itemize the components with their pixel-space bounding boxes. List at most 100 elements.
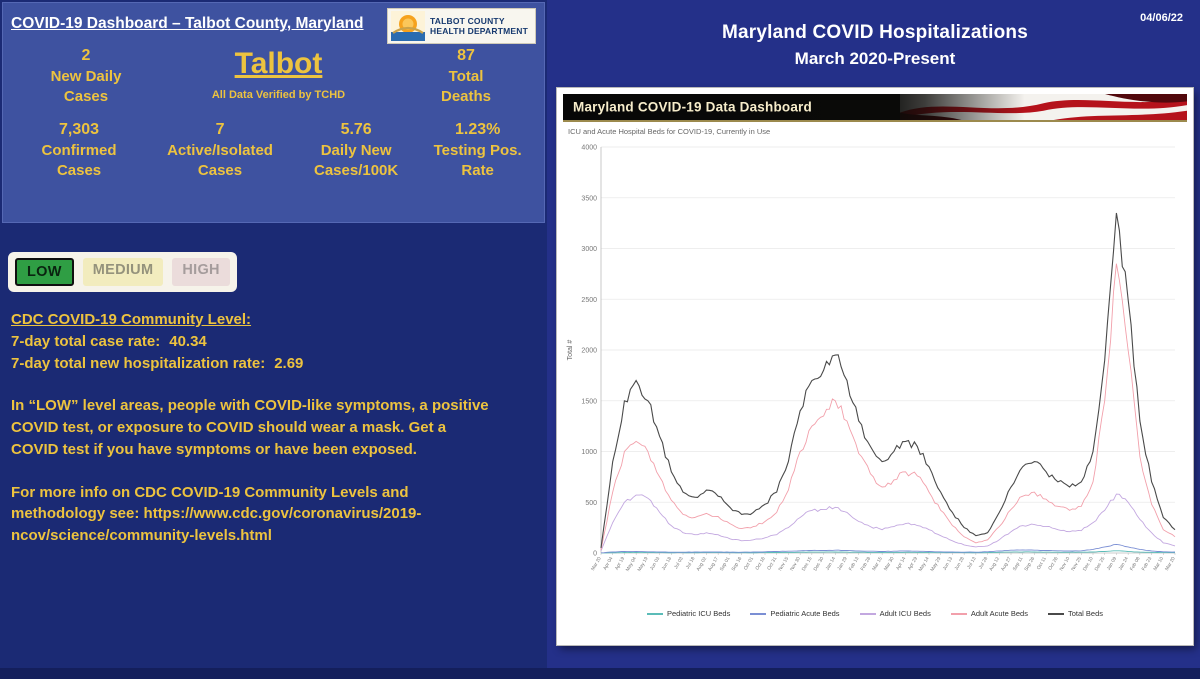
stat-daily-new-cases-per-100k: 5.76 Daily New Cases/100K [293, 121, 419, 182]
chart-legend: Pediatric ICU Beds Pediatric Acute Beds Ad… [563, 609, 1187, 618]
svg-text:Apr 04: Apr 04 [602, 556, 614, 572]
svg-text:Nov 25: Nov 25 [1070, 556, 1083, 572]
svg-text:Sep 16: Sep 16 [730, 556, 743, 572]
svg-text:Oct 31: Oct 31 [766, 556, 778, 572]
legend-swatch [646, 613, 663, 616]
case-rate-value: 40.34 [169, 332, 207, 350]
svg-text:Jul 13: Jul 13 [966, 556, 978, 570]
svg-text:Oct 16: Oct 16 [754, 556, 766, 572]
logo-text-line2: HEALTH DEPARTMENT [430, 26, 528, 36]
svg-text:Nov 10: Nov 10 [1059, 556, 1072, 572]
legend-item: Adult Acute Beds [950, 609, 1028, 618]
svg-text:2000: 2000 [581, 348, 597, 355]
svg-text:Jan 29: Jan 29 [836, 556, 849, 572]
maryland-title-line1: Maryland COVID Hospitalizations [721, 22, 1029, 43]
level-low-badge: LOW [15, 258, 74, 286]
stat-value: 2 [81, 47, 91, 64]
svg-text:May 14: May 14 [918, 556, 931, 573]
hospitalizations-chart-card: Maryland COVID-19 Data Dashboard ICU and… [557, 88, 1193, 645]
chart-subtitle: ICU and Acute Hospital Beds for COVID-19… [568, 127, 771, 136]
svg-text:Oct 11: Oct 11 [1036, 556, 1048, 571]
legend-item: Pediatric ICU Beds [646, 609, 730, 618]
case-rate-label: 7-day total case rate: [11, 332, 161, 350]
logo-text-line1: TALBOT COUNTY [430, 15, 505, 26]
svg-text:May 19: May 19 [637, 556, 650, 573]
svg-text:Jun 03: Jun 03 [649, 556, 662, 572]
svg-text:Apr 19: Apr 19 [614, 556, 626, 572]
svg-text:Jul 03: Jul 03 [673, 556, 685, 570]
svg-text:Aug 17: Aug 17 [707, 556, 720, 572]
svg-text:Nov 30: Nov 30 [789, 556, 802, 572]
svg-text:1000: 1000 [581, 449, 597, 456]
svg-text:May 29: May 29 [929, 556, 942, 573]
svg-text:Jul 28: Jul 28 [978, 556, 990, 570]
cdc-community-level-heading: CDC COVID-19 Community Level: [11, 311, 252, 328]
stat-value: 87 [457, 47, 475, 64]
svg-text:Apr 29: Apr 29 [907, 556, 919, 572]
svg-text:Mar 20: Mar 20 [1164, 556, 1177, 572]
legend-swatch [1047, 613, 1064, 616]
stat-testing-positivity-rate: 1.23% Testing Pos. Rate [419, 121, 536, 182]
more-info-text: For more info on CDC COVID-19 Community … [11, 483, 409, 523]
header-fade-overlay [563, 94, 1187, 120]
svg-text:Aug 12: Aug 12 [988, 556, 1001, 572]
tchd-logo: TALBOT COUNTY HEALTH DEPARTMENT [387, 8, 536, 44]
dashboard-title: COVID-19 Dashboard – Talbot County, Mary… [11, 15, 364, 32]
low-level-guidance: In “LOW” level areas, people with COVID-… [11, 397, 489, 458]
svg-text:Feb 13: Feb 13 [848, 556, 861, 572]
bottom-strip [0, 668, 1200, 679]
svg-text:Mar 15: Mar 15 [871, 556, 884, 572]
legend-swatch [750, 613, 767, 616]
stat-value: 1.23% [454, 120, 501, 138]
level-medium-badge: MEDIUM [82, 258, 164, 286]
hosp-rate-label: 7-day total new hospitalization rate: [11, 354, 266, 372]
county-name-block: Talbot All Data Verified by TCHD [161, 47, 396, 101]
stat-label: Daily New Cases/100K [314, 141, 399, 179]
stat-new-daily-cases: 2 New Daily Cases [11, 47, 161, 108]
tchd-logo-graphic [391, 11, 425, 41]
svg-text:500: 500 [585, 500, 597, 507]
stat-value: 5.76 [340, 120, 372, 138]
svg-text:Dec 15: Dec 15 [801, 556, 814, 572]
svg-text:Jun 13: Jun 13 [942, 556, 955, 572]
cdc-community-levels-link[interactable]: https://www.cdc.gov/coronavirus/2019-nco… [11, 505, 422, 544]
stat-label: Total Deaths [440, 68, 492, 106]
svg-text:Mar 30: Mar 30 [883, 556, 896, 572]
hosp-rate-value: 2.69 [274, 354, 304, 372]
case-rate-line: 7-day total case rate: 40.34 [11, 331, 493, 353]
svg-text:Aug 27: Aug 27 [1000, 556, 1013, 572]
county-stats-panel: COVID-19 Dashboard – Talbot County, Mary… [2, 2, 545, 223]
community-level-panel: LOW MEDIUM HIGH CDC COVID-19 Community L… [0, 240, 547, 547]
maryland-section-title: Maryland COVID Hospitalizations March 20… [557, 22, 1193, 69]
county-name: Talbot [234, 47, 323, 80]
svg-text:3000: 3000 [581, 246, 597, 253]
svg-text:Jan 24: Jan 24 [1117, 556, 1130, 572]
verified-note: All Data Verified by TCHD [211, 89, 346, 101]
stat-label: Active/Isolated Cases [167, 141, 273, 179]
svg-text:Dec 10: Dec 10 [1082, 556, 1095, 572]
svg-text:Jan 14: Jan 14 [825, 556, 838, 572]
svg-text:Feb 28: Feb 28 [859, 556, 872, 572]
legend-swatch [950, 613, 967, 616]
svg-text:Sep 26: Sep 26 [1023, 556, 1036, 572]
hospitalization-rate-line: 7-day total new hospitalization rate: 2.6… [11, 353, 493, 375]
more-info-paragraph: For more info on CDC COVID-19 Community … [11, 482, 493, 547]
svg-text:Sep 01: Sep 01 [719, 556, 732, 572]
svg-text:Oct 01: Oct 01 [743, 556, 755, 572]
stat-confirmed-cases: 7,303 Confirmed Cases [11, 121, 147, 182]
svg-text:Jun 18: Jun 18 [661, 556, 674, 572]
stat-total-deaths: 87 Total Deaths [396, 47, 536, 108]
stat-label: Confirmed Cases [41, 141, 117, 179]
svg-text:Sep 11: Sep 11 [1012, 556, 1025, 572]
svg-text:2500: 2500 [581, 297, 597, 304]
svg-text:Dec 30: Dec 30 [813, 556, 826, 572]
svg-text:Aug 02: Aug 02 [695, 556, 708, 572]
legend-item: Pediatric Acute Beds [750, 609, 840, 618]
stat-label: Testing Pos. Rate [433, 141, 522, 179]
svg-text:Jan 09: Jan 09 [1106, 556, 1119, 572]
svg-text:4000: 4000 [581, 145, 597, 152]
stat-label: New Daily Cases [50, 68, 122, 106]
svg-text:Feb 23: Feb 23 [1141, 556, 1154, 572]
level-high-badge: HIGH [172, 258, 230, 286]
